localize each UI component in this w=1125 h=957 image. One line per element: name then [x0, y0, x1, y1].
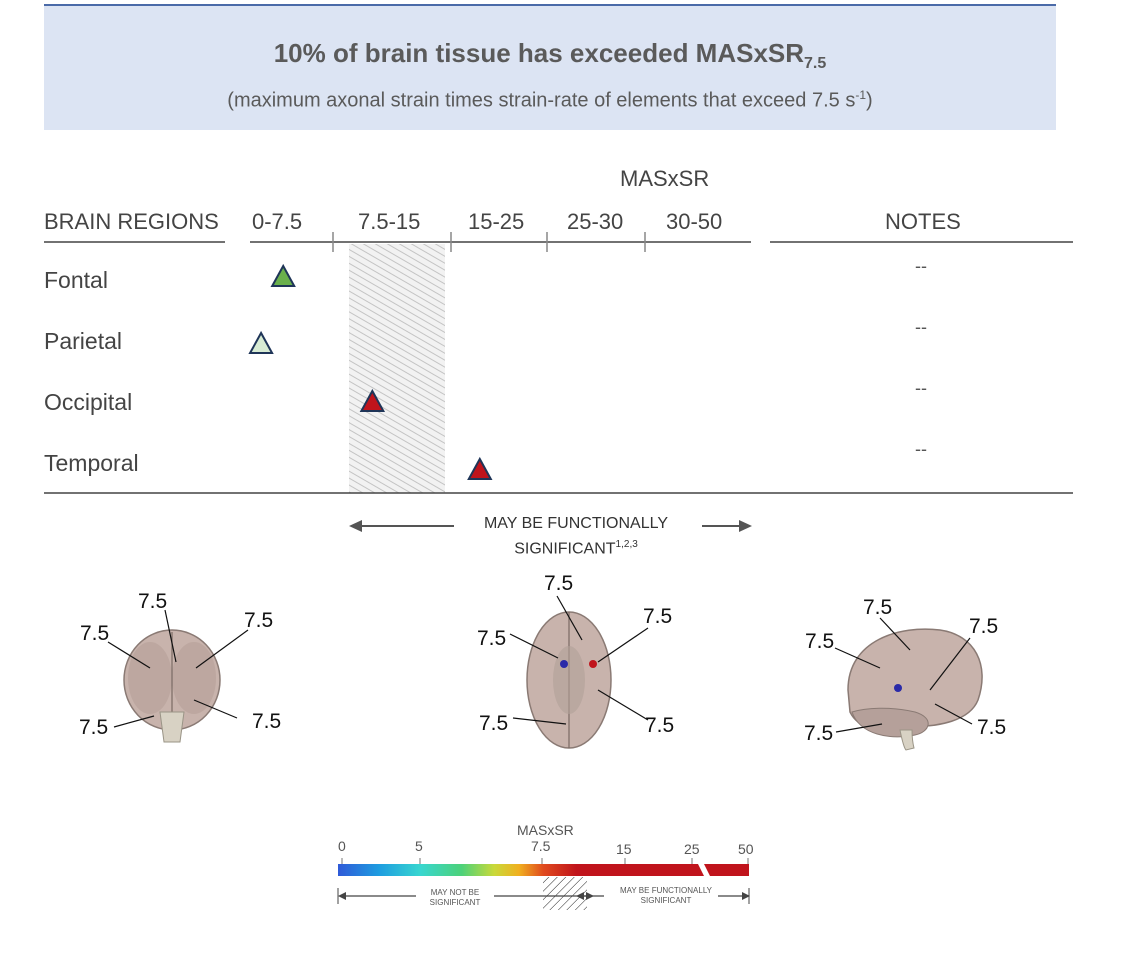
brain-value-label: 7.5 [252, 710, 282, 733]
banner-subtitle: (maximum axonal strain times strain-rate… [227, 88, 873, 112]
marker-occipital [359, 388, 386, 412]
regions-header: BRAIN REGIONS [44, 209, 219, 234]
brain-side-view [834, 617, 983, 751]
significance-label: MAY BE FUNCTIONALLY SIGNIFICANT1,2,3 [483, 515, 669, 558]
marker-fontal [270, 263, 296, 287]
colorbar-tick-label: 25 [684, 841, 700, 857]
bin-label: 25-30 [567, 209, 624, 234]
banner-title: 10% of brain tissue has exceeded MASxSR7… [273, 38, 827, 73]
data-markers [248, 263, 493, 480]
bin-label: 30-50 [666, 209, 723, 234]
bin-label: 15-25 [468, 209, 525, 234]
colorbar-tick-label: 50 [738, 841, 754, 857]
note-cell: -- [915, 317, 927, 337]
brain-value-label: 7.5 [645, 714, 675, 737]
brain-value-label: 7.5 [79, 716, 109, 739]
colorbar-tick-label: 7.5 [531, 838, 551, 854]
sig-arrowhead-right [739, 520, 752, 532]
brain-value-label: 7.5 [969, 615, 999, 638]
colorbar-left-label: MAY NOT BE SIGNIFICANT [429, 888, 481, 907]
note-cell: -- [915, 439, 927, 459]
colorbar-tick-label: 0 [338, 838, 346, 854]
brain-value-label: 7.5 [479, 712, 509, 735]
brain-value-label: 7.5 [804, 722, 834, 745]
brain-top-view [509, 595, 649, 749]
bin-label: 7.5-15 [358, 209, 421, 234]
brain-value-label: 7.5 [544, 572, 574, 595]
brain-value-label: 7.5 [977, 716, 1007, 739]
notes-header: NOTES [885, 209, 961, 234]
brain-value-label: 7.5 [643, 605, 673, 628]
colorbar-title: MASxSR [517, 822, 574, 838]
bin-label: 0-7.5 [252, 209, 303, 234]
brain-value-label: 7.5 [244, 609, 274, 632]
brain-value-label: 7.5 [805, 630, 835, 653]
note-cell: -- [915, 256, 927, 276]
colorbar-tick-label: 15 [616, 841, 632, 857]
colorbar-gradient [338, 864, 749, 876]
colorbar-break [698, 864, 710, 876]
brain-front-view [107, 609, 249, 743]
brain-value-label: 7.5 [138, 590, 168, 613]
marker-parietal [248, 330, 274, 354]
region-label: Temporal [44, 450, 139, 476]
brain-value-label: 7.5 [80, 622, 110, 645]
colorbar-right-label: MAY BE FUNCTIONALLY SIGNIFICANT [619, 886, 713, 905]
colorbar-tick-label: 5 [415, 838, 423, 854]
marker-temporal [467, 456, 493, 480]
region-label: Occipital [44, 389, 133, 415]
note-cell: -- [915, 378, 927, 398]
brain-value-label: 7.5 [863, 596, 893, 619]
colorbar-hatch [543, 877, 587, 910]
shaded-significance-band [349, 244, 445, 493]
region-label: Parietal [44, 328, 122, 354]
colorbar [337, 858, 750, 910]
brain-value-label: 7.5 [477, 627, 507, 650]
header-banner: 10% of brain tissue has exceeded MASxSR7… [44, 4, 1056, 130]
region-label: Fontal [44, 267, 108, 293]
sig-arrowhead-left [349, 520, 362, 532]
metric-header: MASxSR [620, 166, 710, 191]
